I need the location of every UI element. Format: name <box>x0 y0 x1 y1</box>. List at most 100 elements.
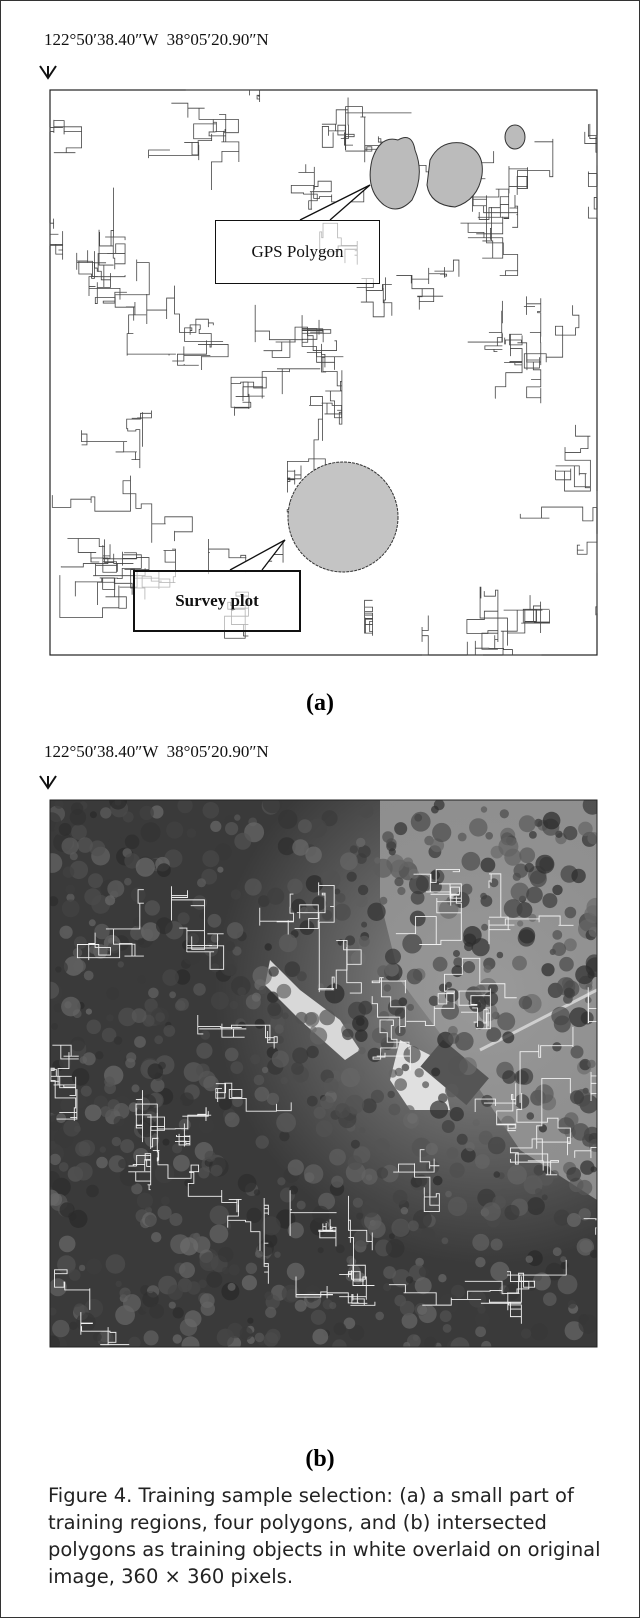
tree-crown <box>342 1029 353 1040</box>
tree-crown <box>169 991 176 998</box>
tree-crown <box>70 809 86 825</box>
tree-crown <box>275 1024 284 1033</box>
tree-crown <box>56 1113 66 1123</box>
tree-crown <box>65 885 75 895</box>
tree-crown <box>527 1197 545 1215</box>
tree-crown <box>408 1220 419 1231</box>
tree-crown <box>484 965 492 973</box>
tree-crown <box>267 1093 279 1105</box>
tree-crown <box>134 1036 146 1048</box>
tree-crown <box>314 1107 326 1119</box>
tree-crown <box>252 993 261 1002</box>
tree-crown <box>259 986 267 994</box>
callout: GPS Polygon <box>215 220 380 284</box>
tree-crown <box>133 917 142 926</box>
tree-crown <box>234 814 240 820</box>
tree-crown <box>473 1119 480 1126</box>
tree-crown <box>242 1275 257 1290</box>
tree-crown <box>367 903 385 921</box>
tree-crown <box>587 1060 595 1068</box>
tree-crown <box>461 884 472 895</box>
tree-crown <box>402 934 422 954</box>
tree-crown <box>255 1333 265 1343</box>
tree-crown <box>77 837 93 853</box>
tree-crown <box>580 1240 593 1253</box>
tree-crown <box>570 1090 584 1104</box>
tree-crown <box>225 1112 240 1127</box>
tree-crown <box>255 1019 265 1029</box>
tree-crown <box>168 1285 183 1300</box>
tree-crown <box>118 961 124 967</box>
tree-crown <box>543 812 561 830</box>
tree-crown <box>433 1176 443 1186</box>
tree-crown <box>297 1201 306 1210</box>
tree-crown <box>173 1155 190 1172</box>
tree-crown <box>469 1290 486 1307</box>
tree-crown <box>439 900 458 919</box>
tree-crown <box>359 936 370 947</box>
tree-crown <box>554 1016 571 1033</box>
tree-crown <box>74 1303 87 1316</box>
tree-crown <box>579 1315 598 1334</box>
tree-crown <box>100 807 111 818</box>
satellite-image <box>42 792 605 1357</box>
tree-crown <box>305 1285 321 1301</box>
tree-crown <box>519 996 532 1009</box>
tree-crown <box>507 1165 527 1185</box>
coordinates: 122°50′38.40″W 38°05′20.90″N <box>44 30 269 50</box>
tree-crown <box>63 1120 80 1137</box>
tree-crown <box>94 924 109 939</box>
tree-crown <box>521 1328 531 1338</box>
tree-crown <box>475 985 486 996</box>
tree-crown <box>228 1283 236 1291</box>
tree-crown <box>393 1190 408 1205</box>
tree-crown <box>541 963 554 976</box>
tree-crown <box>457 1134 468 1145</box>
tree-crown <box>73 960 86 973</box>
tree-crown <box>403 857 413 867</box>
tree-crown <box>61 997 81 1017</box>
tree-crown <box>52 1320 69 1337</box>
tree-crown <box>388 1091 395 1098</box>
tree-crown <box>368 1220 386 1238</box>
tree-crown <box>154 1035 163 1044</box>
survey-plot <box>288 462 398 572</box>
tree-crown <box>264 1291 273 1300</box>
gps-polygon <box>370 138 419 209</box>
tree-crown <box>351 1140 360 1149</box>
tree-crown <box>567 1213 581 1227</box>
tree-crown <box>169 1213 182 1226</box>
tree-crown <box>105 895 115 905</box>
tree-crown <box>267 888 284 905</box>
tree-crown <box>429 996 439 1006</box>
tree-crown <box>163 1139 170 1146</box>
tree-crown <box>414 814 422 822</box>
tree-crown <box>439 1294 459 1314</box>
tree-crown <box>481 924 488 931</box>
tree-crown <box>329 1149 346 1166</box>
tree-crown <box>312 1206 329 1223</box>
tree-crown <box>202 850 219 867</box>
tree-crown <box>155 1164 175 1184</box>
tree-crown <box>84 971 94 981</box>
tree-crown <box>75 1141 90 1156</box>
tree-crown <box>356 1213 363 1220</box>
tree-crown <box>125 1058 135 1068</box>
tree-crown <box>462 852 481 871</box>
tree-crown <box>500 809 509 818</box>
tree-crown <box>450 1163 465 1178</box>
tree-crown <box>75 1162 93 1180</box>
tree-crown <box>43 853 63 873</box>
tree-crown <box>205 1151 216 1162</box>
tree-crown <box>494 1171 501 1178</box>
tree-crown <box>575 965 594 984</box>
tree-crown <box>417 1305 427 1315</box>
tree-crown <box>137 975 145 983</box>
tree-crown <box>358 1047 365 1054</box>
tree-crown <box>253 966 272 985</box>
tree-crown <box>385 949 401 965</box>
tree-crown <box>480 893 487 900</box>
tree-crown <box>397 887 405 895</box>
tree-crown <box>86 1009 92 1015</box>
tree-crown <box>95 1051 103 1059</box>
